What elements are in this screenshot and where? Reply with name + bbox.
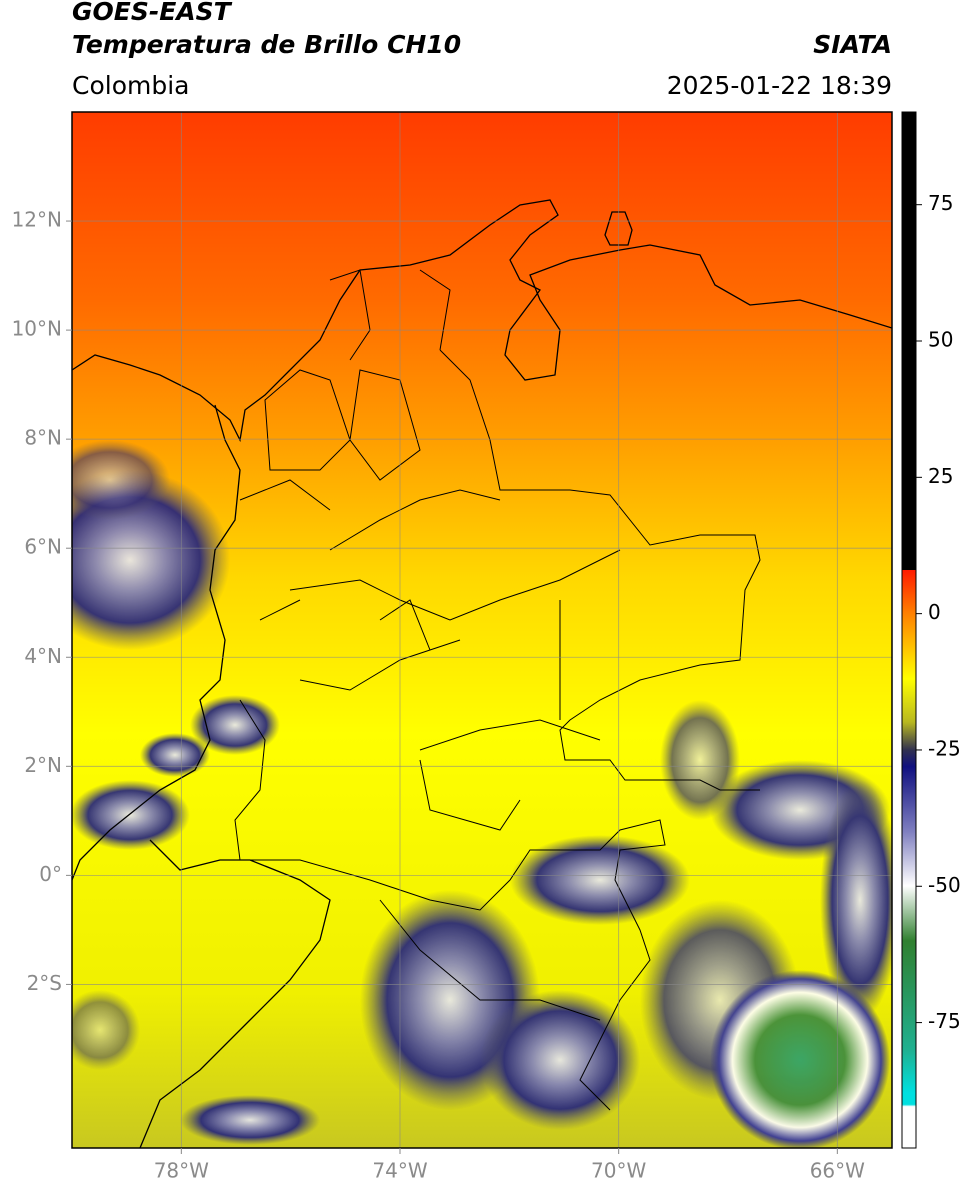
colorbar [901, 111, 917, 1149]
colorbar-tick-label: 25 [928, 464, 953, 488]
clouds [72, 440, 892, 1148]
colorbar-tick-label: -50 [928, 873, 961, 897]
grid [72, 112, 892, 1148]
colorbar-tick-label: 75 [928, 191, 953, 215]
y-tick-label: 10°N [12, 317, 62, 341]
map-image [72, 112, 892, 1148]
coastlines [72, 199, 892, 1148]
datetime: 2025-01-22 18:39 [667, 71, 892, 100]
map-frame [71, 111, 893, 1149]
y-tick-label: 4°N [24, 644, 62, 668]
y-tick-label: 2°N [24, 753, 62, 777]
y-tick-label: 6°N [24, 535, 62, 559]
source: SIATA [813, 30, 892, 59]
y-tick-label: 12°N [12, 208, 62, 232]
y-tick-label: 2°S [27, 971, 62, 995]
title: GOES-EAST [72, 0, 233, 26]
colorbar-tick-label: 0 [928, 600, 941, 624]
region: Colombia [72, 71, 189, 100]
subtitle: Temperatura de Brillo CH10 [72, 30, 461, 59]
y-tick-label: 8°N [24, 426, 62, 450]
x-tick-label: 70°W [591, 1159, 646, 1183]
colorbar-tick-label: 50 [928, 328, 953, 352]
x-tick-label: 74°W [372, 1159, 427, 1183]
colorbar-tick-label: -75 [928, 1009, 961, 1033]
x-tick-label: 78°W [154, 1159, 209, 1183]
x-tick-label: 66°W [810, 1159, 865, 1183]
colorbar-tick-label: -25 [928, 736, 961, 760]
y-tick-label: 0° [39, 862, 62, 886]
